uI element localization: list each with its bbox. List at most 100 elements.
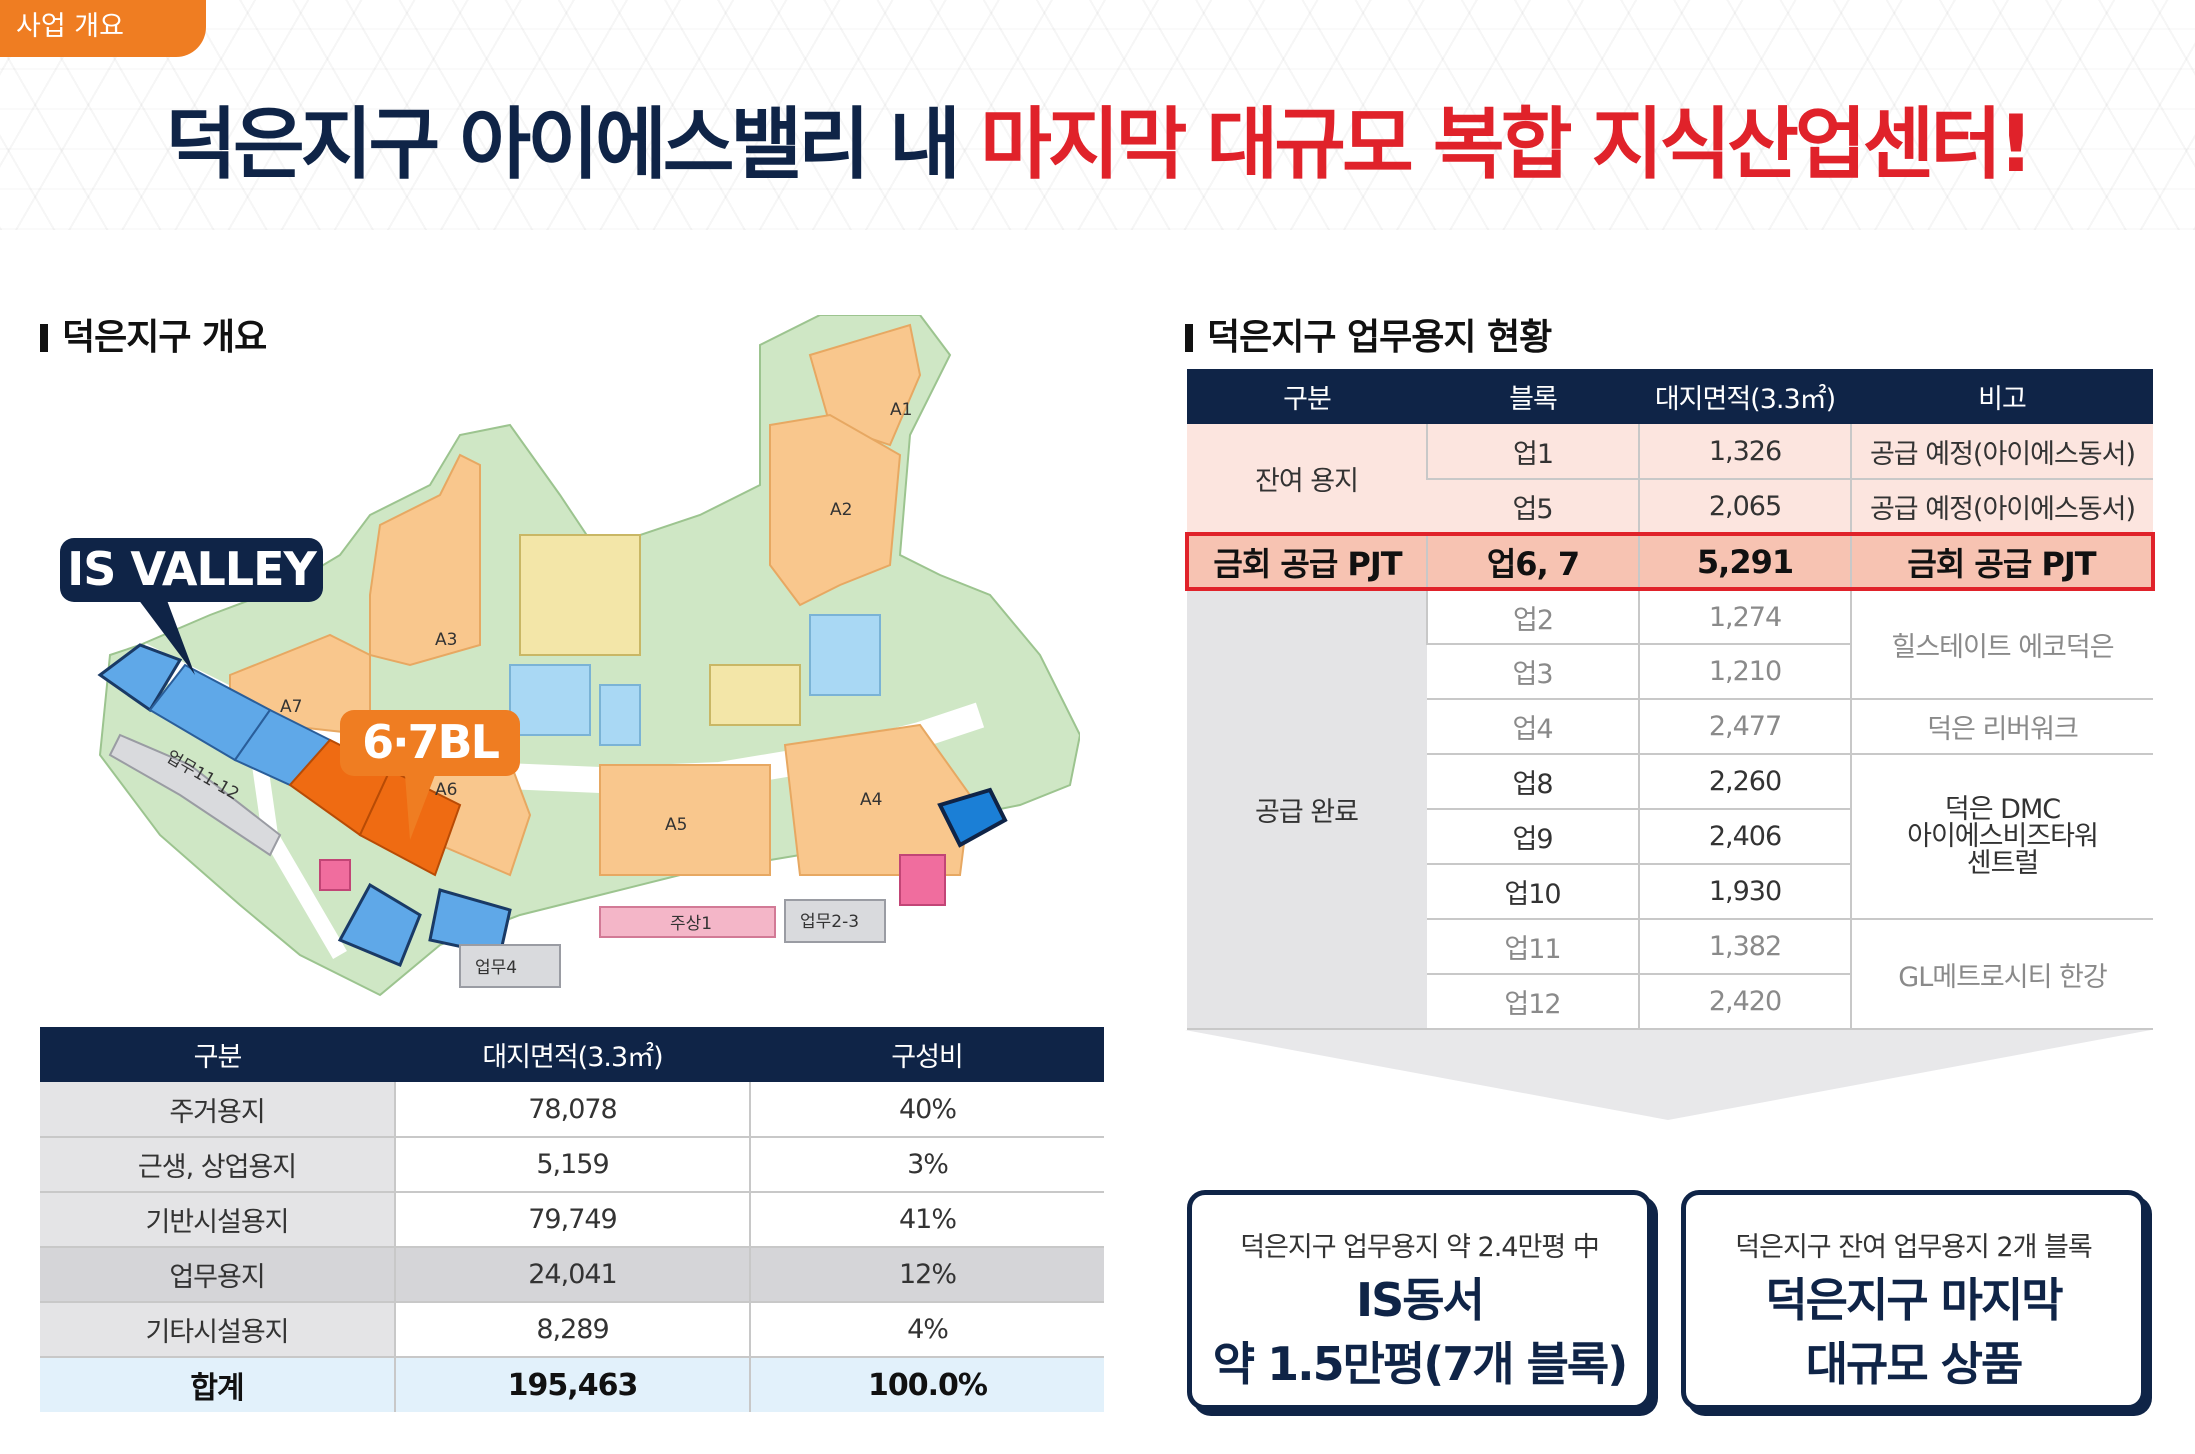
table-row: 업10 1,930 [1187, 864, 2153, 920]
page-title: 덕은지구 아이에스밸리 내 마지막 대규모 복합 지식산업센터! [0, 82, 2195, 194]
map-block-comm1 [599, 906, 776, 938]
table-cell: 업4 [1427, 699, 1639, 755]
table-row-current-pjt: 금회 공급 PJT 업6, 7 5,291 금회 공급 PJT [1185, 532, 2155, 591]
callout-67-pointer [405, 775, 435, 840]
table-cell: 5,291 [1638, 532, 1851, 591]
note-line: 덕은 DMC [1944, 794, 2061, 825]
summary-box-headline: 덕은지구 마지막 [1765, 1273, 2063, 1327]
summary-box-headline: 약 1.5만평(7개 블록) [1212, 1337, 1629, 1391]
table-row: 업9 2,406 [1187, 809, 2153, 865]
map-block-a5 [599, 764, 771, 876]
funnel-arrow [1185, 1030, 2151, 1120]
map-label-a3: A3 [435, 630, 457, 650]
table-cell: 업9 [1427, 809, 1639, 865]
table-cell: 업10 [1427, 864, 1639, 920]
table-cell: 3% [749, 1137, 1104, 1193]
table-cell: 40% [749, 1082, 1104, 1138]
table-cell-note: 덕은 DMC 아이에스비즈타워 센트럴 [1850, 754, 2153, 920]
table-header: 대지면적(3.3㎡) [1639, 369, 1851, 424]
section-heading-overview: 덕은지구 개요 [40, 308, 267, 360]
table-cell: 기반시설용지 [40, 1192, 395, 1248]
callout-is-valley: IS VALLEY [60, 538, 323, 602]
table-cell-note: 힐스테이트 에코덕은 [1850, 589, 2153, 700]
map-label-a5: A5 [665, 815, 687, 835]
table-cell: 업12 [1427, 974, 1639, 1030]
business-land-table: 구분 블록 대지면적(3.3㎡) 비고 잔여 용지 업1 1,326 공급 예정… [1185, 369, 2155, 1030]
table-row: 주거용지 78,078 40% [40, 1082, 1104, 1138]
table-cell: 1,382 [1638, 919, 1851, 975]
table-cell: 1,274 [1638, 589, 1851, 645]
table-cell: 공급 예정(아이에스동서) [1850, 424, 2153, 480]
map-lightblue-3 [599, 684, 641, 746]
map-strip-biz11-12 [108, 733, 282, 857]
table-cell: 업2 [1426, 589, 1639, 645]
table-cell: 4% [749, 1302, 1104, 1358]
page-title-highlight: 마지막 대규모 복합 지식산업센터! [980, 100, 2034, 190]
land-use-table: 구분 대지면적(3.3㎡) 구성비 주거용지 78,078 40% 근생, 상업… [40, 1027, 1104, 1412]
map-housing-2 [709, 664, 801, 726]
table-cell: 업무용지 [40, 1247, 395, 1303]
district-map-svg: A1 A2 A3 A7 A6 A5 A4 업무11-12 업무4 업무2-3 주… [97, 314, 1082, 997]
table-header: 구분 [1187, 369, 1427, 424]
map-block-a1 [808, 323, 922, 447]
table-cell: 기타시설용지 [40, 1302, 395, 1358]
table-row: 업8 2,260 덕은 DMC 아이에스비즈타워 센트럴 [1187, 754, 2153, 920]
table-cell: 금회 공급 PJT [1185, 532, 1427, 591]
table-cell: 업11 [1427, 919, 1639, 975]
table-cell: 24,041 [394, 1247, 750, 1303]
table-cell: 2,406 [1638, 809, 1851, 865]
table-cell: 41% [749, 1192, 1104, 1248]
table-header: 대지면적(3.3㎡) [395, 1027, 750, 1082]
map-lightblue-2 [809, 614, 881, 696]
note-line: 센트럴 [1966, 848, 2040, 879]
map-block-blue-6 [937, 787, 1008, 848]
table-header-row: 구분 대지면적(3.3㎡) 구성비 [40, 1027, 1104, 1082]
map-strip-biz2-3 [784, 899, 886, 943]
map-housing [519, 534, 641, 656]
map-lightblue-1 [509, 664, 591, 736]
table-cell: 공급 예정(아이에스동서) [1850, 479, 2153, 535]
table-row-highlight: 업무용지 24,041 12% [40, 1247, 1104, 1303]
table-cell: 2,065 [1638, 479, 1851, 535]
map-label-a7: A7 [280, 697, 302, 717]
map-block-blue-4 [337, 882, 422, 967]
table-cell: 78,078 [394, 1082, 750, 1138]
table-row: 업3 1,210 [1187, 644, 2153, 700]
table-header: 구성비 [750, 1027, 1104, 1082]
table-cell: 업3 [1427, 644, 1639, 700]
summary-box-last-product: 덕은지구 잔여 업무용지 2개 블록 덕은지구 마지막 대규모 상품 [1681, 1190, 2146, 1410]
summary-box-headline: 대규모 상품 [1805, 1337, 2024, 1391]
map-label-biz4: 업무4 [475, 958, 517, 978]
table-cell: 2,260 [1638, 754, 1851, 810]
table-cell: 업6, 7 [1426, 532, 1639, 591]
table-cell: 100.0% [749, 1357, 1104, 1412]
callout-67bl: 6·7BL [340, 710, 520, 776]
table-header: 블록 [1427, 369, 1639, 424]
map-block-blue-1 [97, 643, 183, 713]
district-map: A1 A2 A3 A7 A6 A5 A4 업무11-12 업무4 업무2-3 주… [40, 314, 1082, 1005]
summary-box-caption: 덕은지구 잔여 업무용지 2개 블록 [1735, 1232, 2092, 1263]
table-row: 업5 2,065 공급 예정(아이에스동서) [1187, 479, 2153, 535]
table-row: 업12 2,420 [1187, 974, 2153, 1030]
section-heading-business-land: 덕은지구 업무용지 현황 [1185, 308, 1552, 360]
table-cell: 업1 [1426, 424, 1639, 480]
map-label-a2: A2 [830, 500, 852, 520]
summary-box-caption: 덕은지구 업무용지 약 2.4만평 中 [1240, 1232, 1600, 1263]
map-label-biz2-3: 업무2-3 [800, 912, 859, 932]
map-block-a3 [369, 453, 481, 667]
summary-box-headline: IS동서 [1356, 1273, 1485, 1327]
summary-box-is-dongseo: 덕은지구 업무용지 약 2.4만평 中 IS동서 약 1.5만평(7개 블록) [1187, 1190, 1652, 1410]
table-cell: 2,420 [1638, 974, 1851, 1030]
table-header-row: 구분 블록 대지면적(3.3㎡) 비고 [1187, 369, 2153, 424]
table-cell: 업5 [1427, 479, 1639, 535]
table-row: 업11 1,382 GL메트로시티 한강 [1187, 919, 2153, 1030]
table-cell: 금회 공급 PJT [1850, 532, 2155, 591]
group-label-done: 공급 완료 [1187, 589, 1427, 1030]
table-header: 구분 [40, 1027, 395, 1082]
page-title-main: 덕은지구 아이에스밸리 내 [165, 100, 981, 190]
table-cell: 합계 [40, 1357, 395, 1412]
table-cell: 1,326 [1638, 424, 1851, 480]
map-label-comm1: 주상1 [670, 914, 712, 934]
table-cell: 근생, 상업용지 [40, 1137, 395, 1193]
table-row: 기타시설용지 8,289 4% [40, 1302, 1104, 1358]
